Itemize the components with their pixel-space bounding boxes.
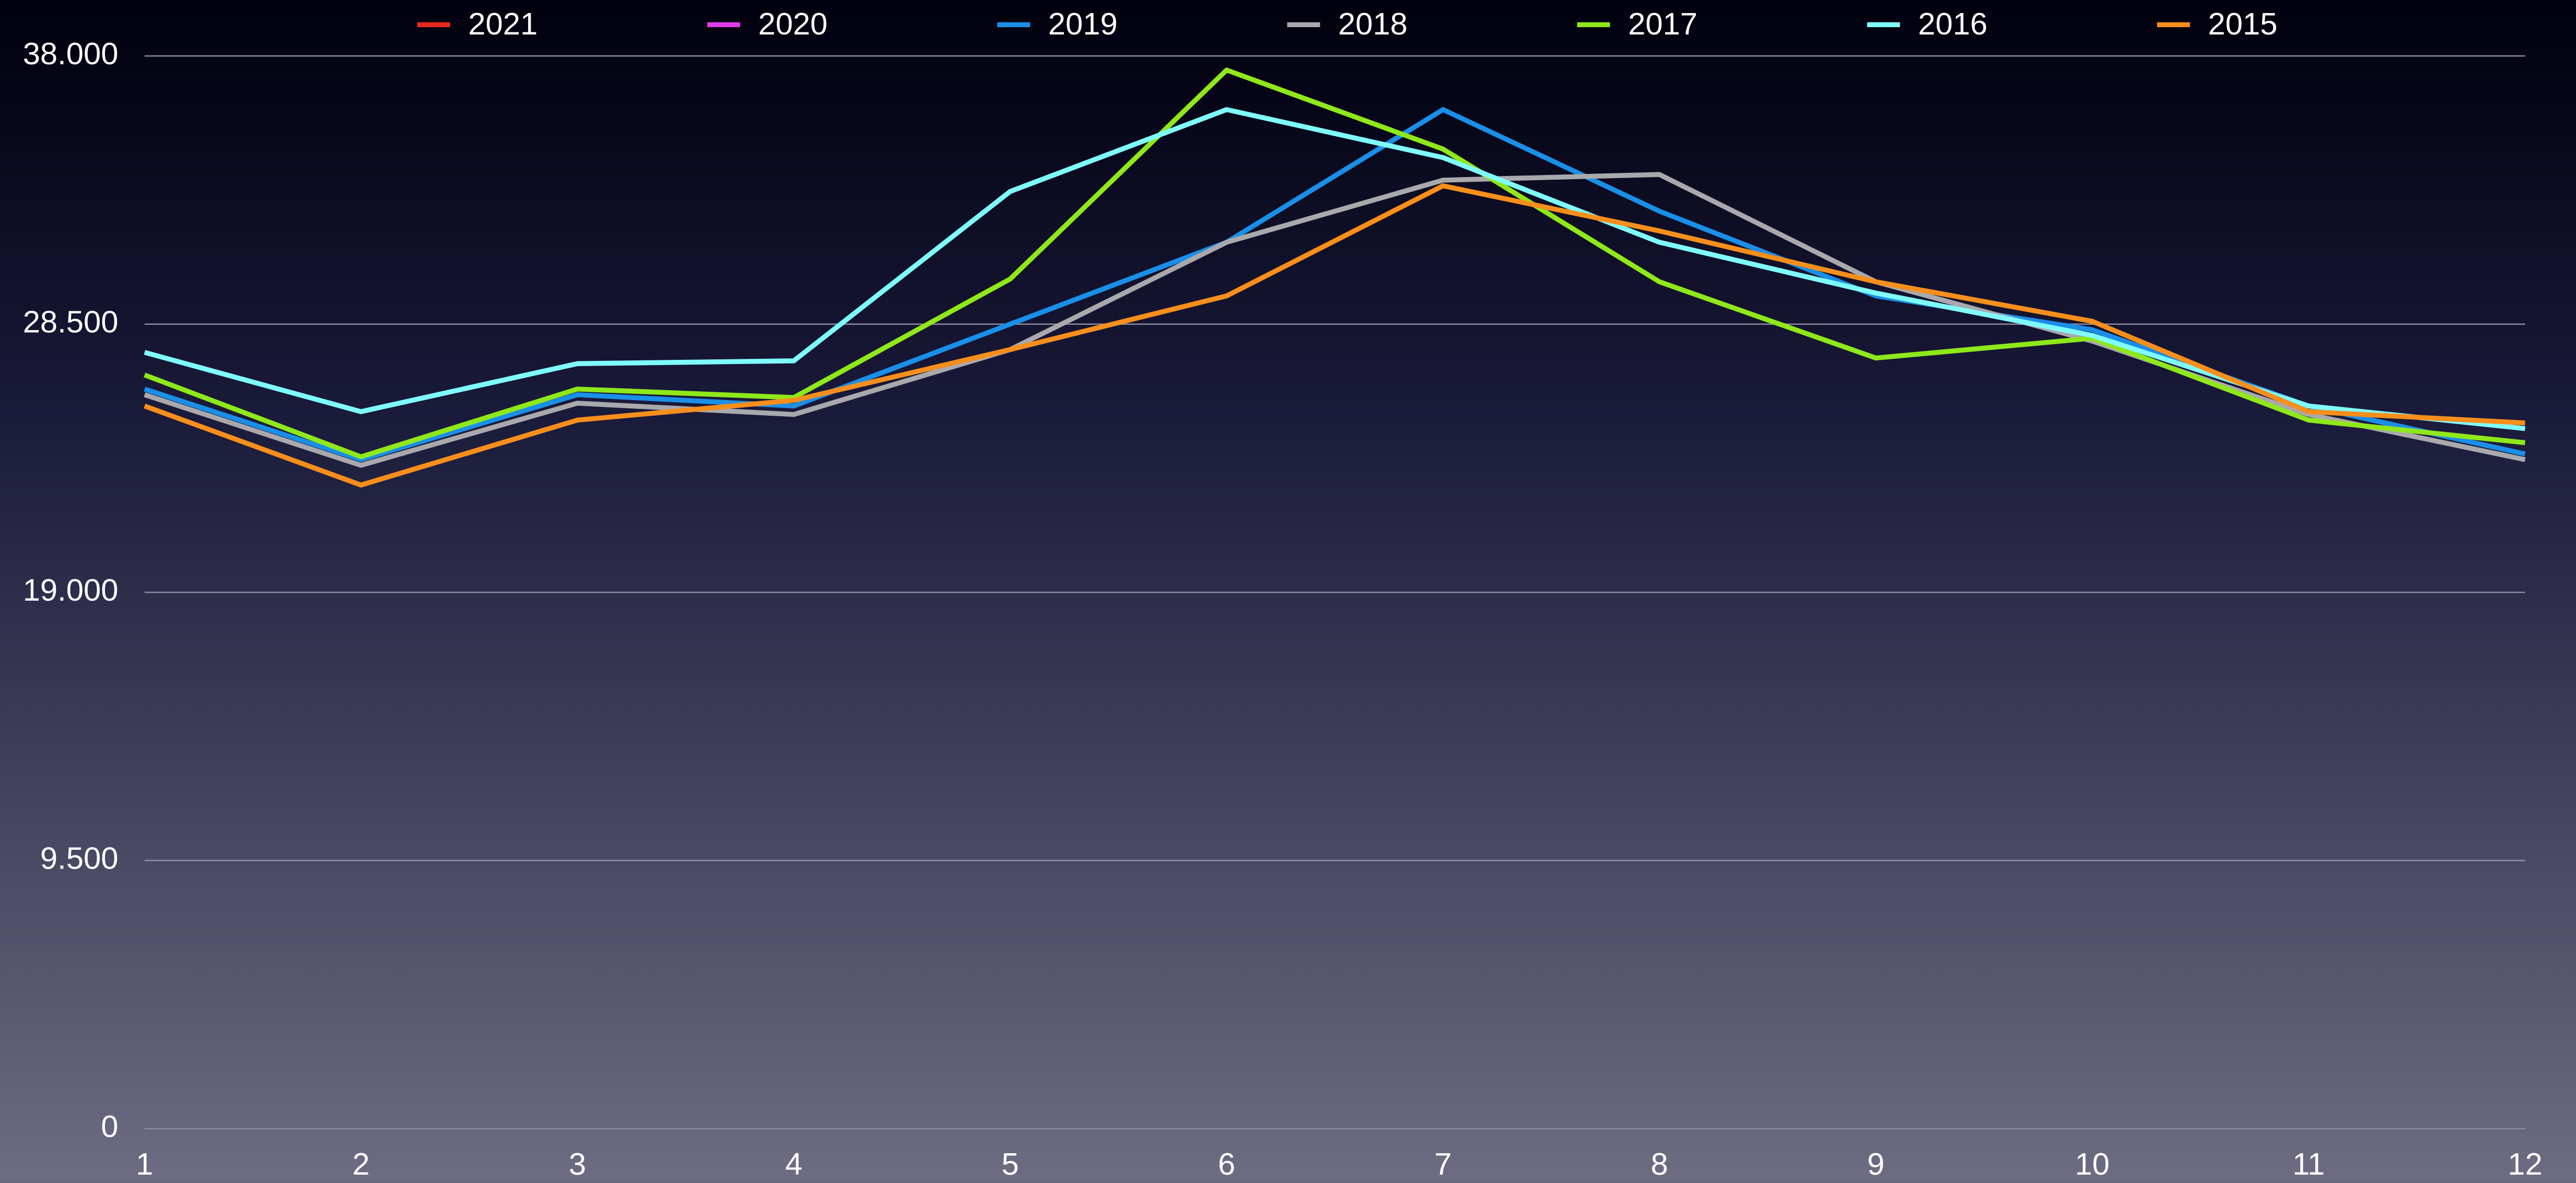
y-tick-label: 9.500 (40, 840, 119, 875)
x-tick-label: 8 (1651, 1146, 1668, 1181)
y-tick-label: 0 (101, 1109, 118, 1144)
x-tick-label: 5 (1002, 1146, 1019, 1181)
y-tick-label: 19.000 (23, 572, 119, 607)
y-tick-label: 28.500 (23, 304, 119, 339)
legend-label: 2019 (1048, 6, 1118, 41)
line (144, 107, 2525, 431)
legend-label: 2016 (1918, 6, 1987, 41)
x-tick-label: 11 (2292, 1146, 2325, 1181)
legend-label: 2021 (468, 6, 537, 41)
x-tick-label: 6 (1218, 1146, 1235, 1181)
x-tick-label: 2 (353, 1146, 370, 1181)
legend-label: 2015 (2208, 6, 2277, 41)
line (144, 67, 2525, 460)
x-tick-label: 10 (2075, 1146, 2110, 1181)
x-tick-label: 7 (1434, 1146, 1451, 1181)
line (144, 183, 2525, 488)
x-tick-label: 12 (2508, 1146, 2542, 1181)
line (144, 107, 2526, 462)
legend-label: 2020 (758, 6, 828, 41)
y-tick-label: 38.000 (23, 36, 119, 71)
x-tick-label: 4 (785, 1146, 802, 1181)
x-tick-label: 9 (1867, 1146, 1884, 1181)
legend-label: 2018 (1338, 6, 1408, 41)
legend-label: 2017 (1628, 6, 1697, 41)
x-tick-label: 3 (569, 1146, 586, 1181)
x-tick-label: 1 (136, 1146, 153, 1181)
